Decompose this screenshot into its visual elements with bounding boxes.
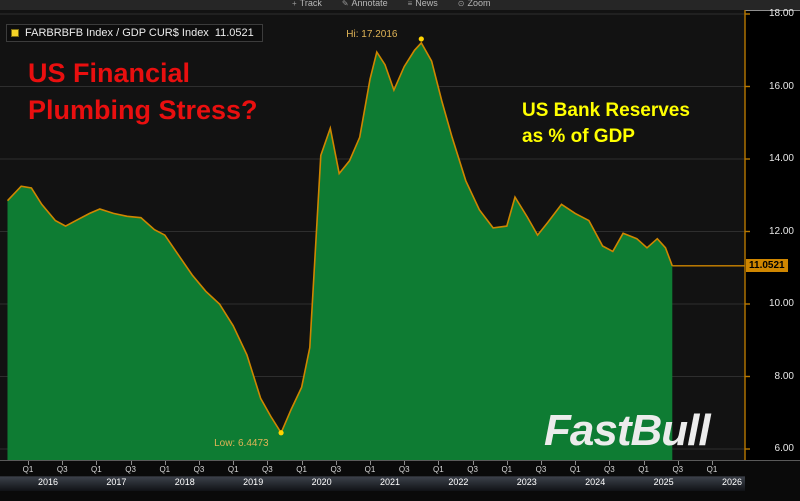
quarter-label: Q1 <box>501 465 513 474</box>
quarter-tick <box>472 461 474 465</box>
series-name: FARBRBFB Index / GDP CUR$ Index <box>25 27 209 39</box>
annotation-title: US Financial Plumbing Stress? <box>28 55 258 129</box>
annotation-subtitle-line1: US Bank Reserves <box>522 100 690 121</box>
zoom-icon: ⊙ <box>457 0 465 8</box>
quarter-tick <box>164 461 166 465</box>
y-axis-label: 14.00 <box>768 153 794 164</box>
quarter-tick <box>575 461 577 465</box>
annotation-title-line1: US Financial <box>28 58 191 88</box>
quarter-label: Q1 <box>227 465 239 474</box>
year-label: 2025 <box>653 477 674 487</box>
series-swatch-icon <box>11 29 19 37</box>
quarter-tick <box>62 461 64 465</box>
year-label: 2024 <box>585 477 606 487</box>
quarter-tick <box>335 461 337 465</box>
quarter-label: Q3 <box>535 465 547 474</box>
year-label: 2026 <box>721 477 743 487</box>
quarter-tick <box>267 461 269 465</box>
quarter-tick <box>130 461 132 465</box>
quarter-tick <box>96 461 98 465</box>
toolbar-zoom-label: Zoom <box>467 0 491 8</box>
year-label: 2018 <box>174 477 195 487</box>
x-axis-year-band <box>0 476 745 491</box>
quarter-label: Q3 <box>672 465 684 474</box>
quarter-tick <box>506 461 508 465</box>
year-label: 2021 <box>379 477 401 487</box>
quarter-label: Q3 <box>56 465 68 474</box>
quarter-label: Q1 <box>91 465 102 474</box>
toolbar-annotate-button[interactable]: ✎ Annotate <box>342 0 388 8</box>
quarter-tick <box>301 461 303 465</box>
last-price-badge: 11.0521 <box>746 258 788 272</box>
quarter-label: Q1 <box>706 465 718 474</box>
quarter-tick <box>28 461 29 465</box>
series-last-value: 11.0521 <box>214 27 254 39</box>
y-axis-label: 12.00 <box>768 225 794 237</box>
toolbar-track-label: Track <box>299 0 322 8</box>
quarter-tick <box>677 461 679 465</box>
toolbar-annotate-label: Annotate <box>351 0 388 8</box>
year-label: 2020 <box>311 477 332 487</box>
reserves-line <box>6 41 674 435</box>
chart-plot-area[interactable]: FARBRBFB Index / GDP CUR$ Index 11.0521 … <box>0 8 800 460</box>
news-icon: ≡ <box>407 0 413 8</box>
quarter-label: Q3 <box>125 465 136 474</box>
reserves-area-chart[interactable] <box>0 10 800 460</box>
high-marker-dot <box>418 36 424 42</box>
annotation-subtitle-line2: as % of GDP <box>522 126 635 147</box>
quarter-label: Q3 <box>262 465 273 474</box>
reserves-area-fill <box>7 42 673 460</box>
quarter-tick <box>438 461 440 465</box>
toolbar-track-button[interactable]: + Track <box>292 0 322 8</box>
quarter-tick <box>370 461 371 465</box>
y-axis-label: 6.00 <box>774 443 794 454</box>
quarter-label: Q3 <box>398 465 410 474</box>
annotate-icon: ✎ <box>341 0 349 8</box>
y-axis-label: 8.00 <box>774 370 794 382</box>
y-axis-label: 18.00 <box>768 8 794 19</box>
series-legend[interactable]: FARBRBFB Index / GDP CUR$ Index 11.0521 <box>6 24 263 42</box>
quarter-tick <box>609 461 611 465</box>
quarter-tick <box>233 461 235 465</box>
quarter-label: Q1 <box>569 465 581 474</box>
quarter-tick <box>712 461 713 465</box>
quarter-tick <box>643 461 645 465</box>
quarter-tick <box>404 461 406 465</box>
annotation-title-line2: Plumbing Stress? <box>28 95 258 125</box>
fastbull-watermark: FastBull <box>544 406 711 455</box>
quarter-label: Q1 <box>159 465 171 474</box>
quarter-label: Q1 <box>22 465 34 474</box>
quarter-tick <box>199 461 200 465</box>
annotation-subtitle: US Bank Reserves as % of GDP <box>522 98 690 150</box>
year-label: 2019 <box>243 477 264 487</box>
low-marker-label: Low: 6.4473 <box>214 437 269 449</box>
quarter-tick <box>541 461 542 465</box>
toolbar-zoom-button[interactable]: ⊙ Zoom <box>458 0 491 8</box>
quarter-label: Q1 <box>296 465 307 474</box>
y-axis-label: 10.00 <box>768 298 794 309</box>
year-label: 2017 <box>106 477 127 487</box>
quarter-label: Q1 <box>638 465 649 474</box>
quarter-label: Q3 <box>330 465 342 474</box>
y-axis-label: 16.00 <box>768 80 794 92</box>
quarter-label: Q3 <box>467 465 478 474</box>
year-label: 2016 <box>37 477 59 487</box>
quarter-label: Q1 <box>364 465 376 474</box>
year-label: 2023 <box>516 477 537 487</box>
toolbar-news-button[interactable]: ≡ News <box>408 0 438 8</box>
toolbar-news-label: News <box>415 0 438 8</box>
low-marker-dot <box>278 430 284 436</box>
high-marker-label: Hi: 17.2016 <box>346 28 398 40</box>
quarter-label: Q3 <box>604 465 615 474</box>
x-axis: Q1 Q3 2016 Q1 Q3 2017 Q1 Q3 2018 Q1 Q3 2019 Q1 Q3 2020… <box>0 460 800 501</box>
quarter-label: Q3 <box>193 465 205 474</box>
track-icon: + <box>292 0 297 8</box>
quarter-label: Q1 <box>433 465 444 474</box>
year-label: 2022 <box>448 477 469 487</box>
